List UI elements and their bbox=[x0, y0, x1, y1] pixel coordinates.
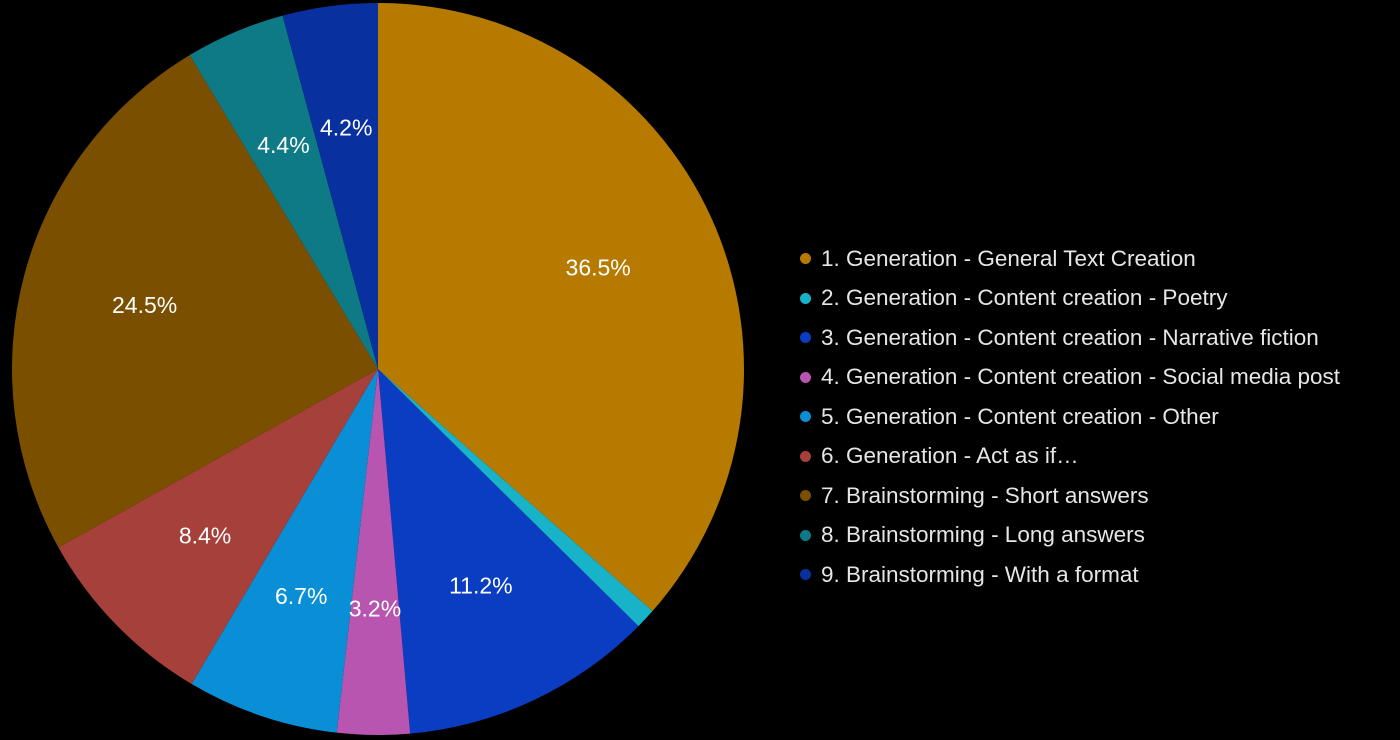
pie-chart: 36.5% 11.2% 3.2% 6.7% 8.4% 24.5% 4.4% 4.2% bbox=[11, 2, 744, 735]
legend-swatch bbox=[800, 569, 811, 581]
legend-item: 9. Brainstorming - With a format bbox=[800, 555, 1340, 595]
legend-swatch bbox=[800, 450, 811, 462]
slice-data-label: 4.2% bbox=[320, 115, 372, 141]
legend-item: 5. Generation - Content creation - Other bbox=[800, 397, 1340, 437]
slice-data-label: 6.7% bbox=[275, 583, 327, 609]
slice-data-label: 11.2% bbox=[449, 573, 513, 599]
legend-label: 4. Generation - Content creation - Socia… bbox=[821, 364, 1341, 390]
legend-swatch bbox=[800, 332, 811, 344]
pie-slice bbox=[282, 2, 378, 369]
pie-slice bbox=[11, 55, 378, 548]
pie-slice bbox=[191, 369, 378, 733]
legend-item: 4. Generation - Content creation - Socia… bbox=[800, 358, 1340, 398]
legend: 1. Generation - General Text Creation 2. … bbox=[800, 239, 1340, 595]
legend-label: 5. Generation - Content creation - Other bbox=[821, 403, 1219, 429]
legend-label: 6. Generation - Act as if… bbox=[821, 443, 1079, 469]
legend-swatch bbox=[800, 292, 811, 304]
pie-slice bbox=[58, 369, 379, 685]
slice-data-label: 4.4% bbox=[257, 132, 309, 158]
legend-item: 6. Generation - Act as if… bbox=[800, 437, 1340, 477]
legend-swatch bbox=[800, 490, 811, 502]
pie-slice bbox=[189, 15, 378, 370]
pie-slice bbox=[378, 3, 744, 612]
pie-slice bbox=[378, 369, 639, 734]
legend-label: 9. Brainstorming - With a format bbox=[821, 561, 1139, 587]
legend-label: 3. Generation - Content creation - Narra… bbox=[821, 324, 1319, 350]
legend-item: 1. Generation - General Text Creation bbox=[800, 239, 1340, 279]
pie-slice bbox=[336, 369, 411, 735]
legend-label: 2. Generation - Content creation - Poetr… bbox=[821, 285, 1228, 311]
pie-slice bbox=[378, 369, 653, 627]
legend-swatch bbox=[800, 411, 811, 423]
slice-data-label: 36.5% bbox=[566, 255, 631, 281]
legend-label: 1. Generation - General Text Creation bbox=[821, 245, 1196, 271]
legend-item: 8. Brainstorming - Long answers bbox=[800, 516, 1340, 556]
slice-data-label: 24.5% bbox=[112, 292, 177, 318]
pie-labels: 36.5% 11.2% 3.2% 6.7% 8.4% 24.5% 4.4% 4.2% bbox=[112, 115, 631, 622]
slice-data-label: 3.2% bbox=[349, 596, 401, 622]
legend-item: 2. Generation - Content creation - Poetr… bbox=[800, 279, 1340, 319]
legend-swatch bbox=[800, 253, 811, 265]
legend-label: 8. Brainstorming - Long answers bbox=[821, 522, 1145, 548]
legend-label: 7. Brainstorming - Short answers bbox=[821, 482, 1149, 508]
legend-swatch bbox=[800, 529, 811, 541]
pie-slices bbox=[11, 2, 744, 735]
legend-item: 3. Generation - Content creation - Narra… bbox=[800, 318, 1340, 358]
legend-swatch bbox=[800, 371, 811, 383]
slice-data-label: 8.4% bbox=[179, 523, 231, 549]
legend-item: 7. Brainstorming - Short answers bbox=[800, 476, 1340, 516]
